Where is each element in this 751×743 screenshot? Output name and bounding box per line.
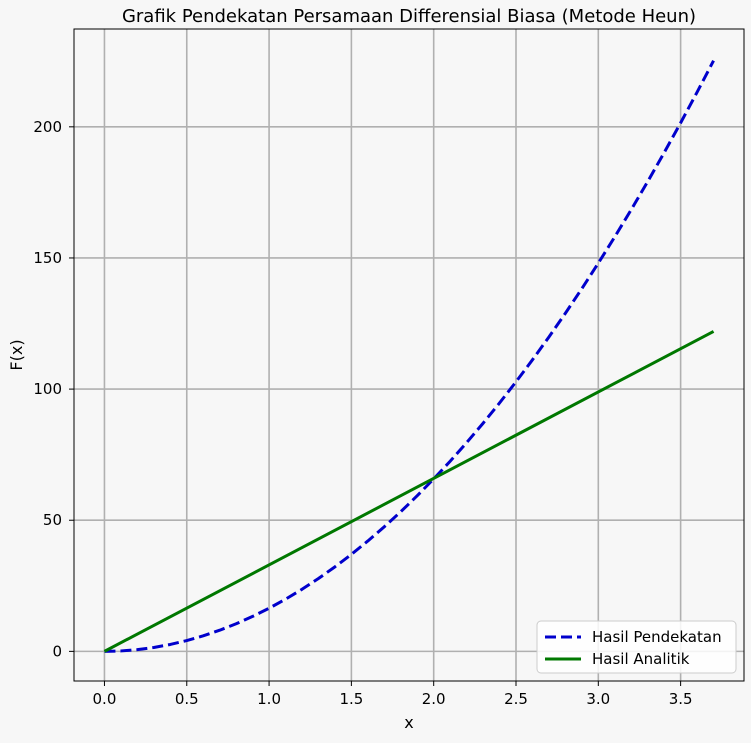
series-line-hasil-analitik	[103, 330, 715, 653]
y-axis-label: F(x)	[7, 339, 26, 370]
x-axis-label: x	[404, 713, 413, 732]
x-tick-label: 3.0	[586, 690, 610, 708]
ticks: 0.0 0.5 1.0 1.5 2.0 2.5 3.0 3.5 0 50 100 150 200	[33, 118, 692, 708]
x-tick-label: 0.5	[175, 690, 199, 708]
chart-title: Grafik Pendekatan Persamaan Differensial…	[122, 6, 696, 27]
x-tick-label: 2.5	[504, 690, 528, 708]
y-tick-label: 150	[33, 249, 62, 267]
y-tick-label: 100	[33, 380, 62, 398]
x-tick-label: 2.0	[422, 690, 446, 708]
grid	[74, 29, 744, 681]
y-tick-label: 50	[43, 511, 62, 529]
legend-box	[536, 620, 737, 674]
legend-label: Hasil Pendekatan	[592, 628, 722, 646]
x-tick-label: 3.5	[669, 690, 693, 708]
y-tick-label: 0	[52, 642, 62, 660]
x-tick-label: 1.0	[257, 690, 281, 708]
legend-label: Hasil Analitik	[592, 650, 690, 668]
series-line-hasil-pendekatan	[104, 60, 715, 653]
y-tick-label: 200	[33, 118, 62, 136]
legend: Hasil Pendekatan Hasil Analitik	[536, 620, 737, 674]
x-tick-label: 1.5	[339, 690, 363, 708]
plot-frame	[73, 28, 745, 682]
series-layer	[103, 60, 715, 653]
x-tick-label: 0.0	[93, 690, 117, 708]
